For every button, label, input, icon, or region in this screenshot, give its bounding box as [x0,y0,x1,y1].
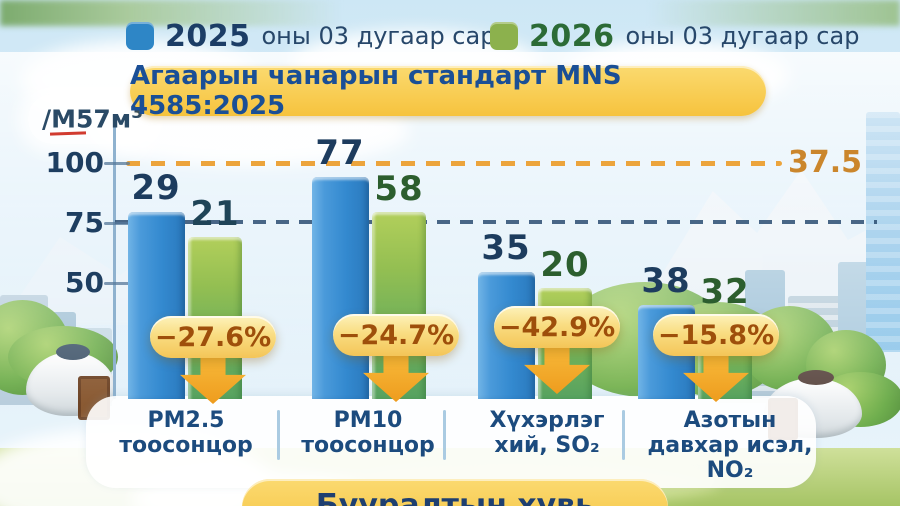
change-badge: −42.9% [494,306,620,348]
change-badge: −24.7% [333,314,459,356]
value-2025: 77 [315,133,365,173]
value-2025: 35 [481,228,531,268]
bottom-banner-text: Бууралтын хувь [315,488,595,506]
reference-value: 37.5 [788,145,863,180]
value-2025: 38 [641,261,691,301]
y-tick-50: 50 [65,266,104,299]
bar-2025 [312,177,369,399]
bar-2025 [128,212,185,399]
value-2025: 29 [131,168,181,208]
category-label: Азотын давхар исэл, NO₂ [647,408,813,484]
category-label: PM10 тоосонцор [301,408,435,459]
value-2026: 32 [700,272,750,312]
category-divider [622,410,625,460]
y-axis-unit: /М57м3 [42,103,144,134]
value-2026: 21 [190,194,240,234]
title-text: Агаарын чанарын стандарт MNS 4585:2025 [130,61,622,121]
bottom-banner: Бууралтын хувь [242,479,668,506]
legend-item-2025: 2025 оны 03 дугаар сар [126,18,495,54]
y-tick-mark [104,222,130,225]
value-2026: 20 [540,245,590,285]
legend-year-2025: 2025 [165,18,251,54]
category-label: PM2.5 тоосонцор [119,408,253,459]
category-divider [443,410,446,460]
legend-swatch-2026 [490,22,518,50]
category-strip [86,396,816,488]
y-axis-line [113,126,116,399]
y-tick-75: 75 [65,206,104,239]
legend-item-2026: 2026 оны 03 дугаар сар [490,18,859,54]
legend-label-2026: оны 03 дугаар сар [625,22,860,50]
y-tick-mark [104,162,130,165]
change-badge: −27.6% [150,316,276,358]
reference-line-navy [115,220,877,224]
category-label: Хүхэрлэг хий, SO₂ [489,408,605,459]
reference-line-orange [126,161,782,166]
value-2026: 58 [374,169,424,209]
y-tick-100: 100 [45,146,104,179]
title-banner: Агаарын чанарын стандарт MNS 4585:2025 [130,61,766,121]
legend-year-2026: 2026 [529,18,615,54]
y-tick-mark [104,282,130,285]
category-divider [277,410,280,460]
change-badge: −15.8% [653,314,779,356]
legend-label-2025: оны 03 дугаар сар [261,22,496,50]
legend-swatch-2025 [126,22,154,50]
